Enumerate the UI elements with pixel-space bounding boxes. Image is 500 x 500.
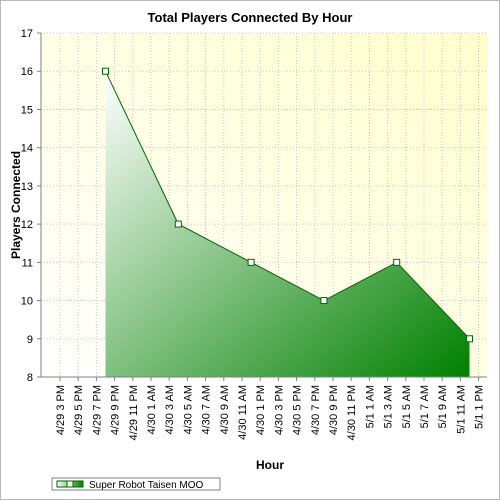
data-point-marker	[102, 67, 109, 75]
data-point-marker	[466, 335, 473, 343]
y-tick-label: 9	[27, 334, 33, 346]
x-tick-label: 4/29 3 PM	[55, 385, 67, 435]
legend-marker	[66, 480, 74, 488]
x-tick-label: 4/30 5 AM	[182, 385, 194, 435]
axes: 8 9 10 11 12 13 14 15 16 17 4/29 3 PM 4/29 5 PM 4/29…	[21, 28, 487, 440]
x-tick-label: 4/30 11 AM	[237, 385, 249, 440]
x-tick-label: 4/30 11 PM	[346, 385, 358, 440]
x-tick-label: 4/30 1 AM	[146, 385, 158, 435]
series-line	[105, 71, 470, 340]
x-tick-label: 5/1 3 AM	[383, 385, 395, 428]
chart-title: Total Players Connected By Hour	[148, 10, 353, 25]
x-tick-label: 5/1 1 AM	[364, 385, 376, 428]
x-tick-label: 5/1 5 AM	[401, 385, 413, 428]
y-axis-label: Players Connected	[9, 151, 23, 259]
x-tick-label: 4/30 1 PM	[255, 385, 267, 435]
x-tick-label: 5/1 9 AM	[437, 385, 449, 428]
y-tick-label: 17	[21, 28, 33, 40]
legend-box	[51, 477, 221, 491]
y-tick-label: 16	[21, 66, 33, 78]
x-tick-label: 4/29 9 PM	[110, 385, 122, 435]
legend-label: Super Robot Taisen MOO	[89, 480, 204, 491]
x-tick-label: 4/30 7 PM	[310, 385, 322, 435]
legend: Super Robot Taisen MOO	[51, 477, 221, 491]
data-point-marker	[247, 258, 255, 266]
y-tick-label: 8	[27, 372, 33, 384]
series-area	[105, 71, 470, 377]
y-tick-label: 15	[21, 104, 33, 116]
x-tick-label: 4/30 7 AM	[201, 385, 213, 435]
y-tick-label: 10	[21, 296, 33, 308]
x-tick-label: 5/1 7 AM	[419, 385, 431, 428]
x-tick-label: 4/30 9 AM	[219, 385, 231, 435]
x-tick-label: 4/30 5 PM	[292, 385, 304, 435]
data-point-marker	[393, 258, 401, 266]
x-tick-label: 4/30 3 AM	[164, 385, 176, 435]
y-tick-label: 13	[21, 181, 33, 193]
x-tick-label: 5/1 11 AM	[455, 385, 467, 434]
y-tick-label: 14	[21, 143, 33, 155]
y-tick-label: 11	[22, 257, 33, 269]
x-axis-label: Hour	[256, 458, 284, 472]
x-tick-label: 5/1 1 PM	[474, 385, 486, 429]
y-tick-label: 12	[21, 219, 33, 231]
x-tick-label: 4/29 7 PM	[91, 385, 103, 435]
x-tick-label: 4/30 9 PM	[328, 385, 340, 435]
x-tick-label: 4/29 5 PM	[73, 385, 85, 435]
series-layer	[102, 67, 473, 377]
x-tick-label: 4/30 3 PM	[273, 385, 285, 435]
x-tick-label: 4/29 11 PM	[128, 385, 140, 440]
data-point-marker	[174, 220, 182, 228]
data-point-marker	[320, 297, 328, 305]
